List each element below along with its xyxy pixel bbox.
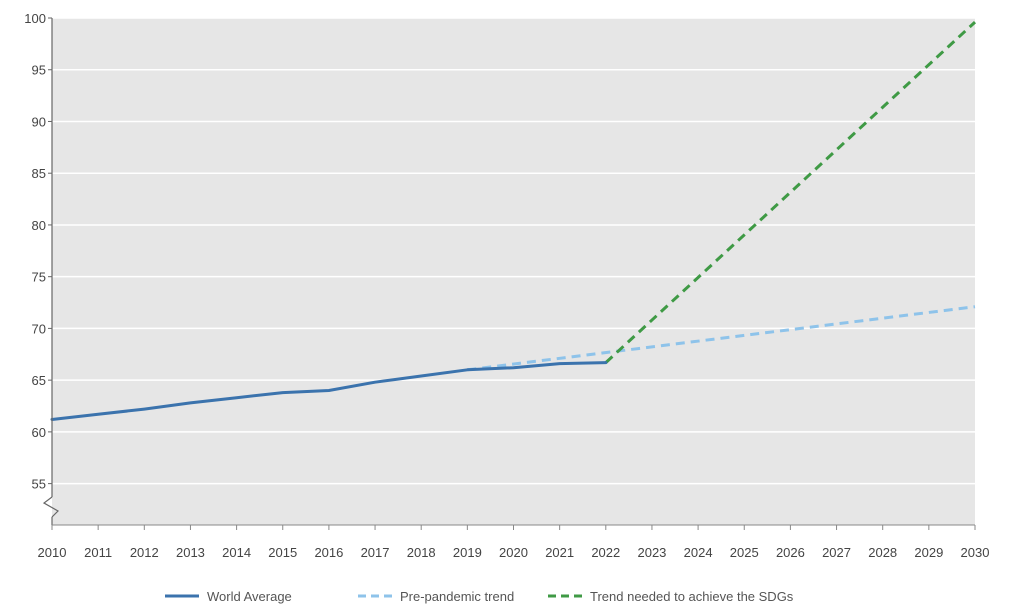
x-tick-labels: 2010 2011 2012 2013 2014 2015 2016 2017 2018 2019…: [38, 525, 990, 560]
y-tick-label: 55: [32, 477, 46, 492]
x-tick-label: 2015: [268, 545, 297, 560]
x-tick-label: 2030: [961, 545, 990, 560]
legend-label: World Average: [207, 589, 292, 604]
x-tick-label: 2013: [176, 545, 205, 560]
x-tick-label: 2016: [314, 545, 343, 560]
x-tick-label: 2010: [38, 545, 67, 560]
x-tick-label: 2028: [868, 545, 897, 560]
axis-break-icon: [42, 496, 59, 518]
y-tick-label: 85: [32, 166, 46, 181]
x-tick-label: 2023: [637, 545, 666, 560]
y-tick-label: 90: [32, 114, 46, 129]
y-tick-label: 95: [32, 63, 46, 78]
x-tick-label: 2014: [222, 545, 251, 560]
x-tick-label: 2026: [776, 545, 805, 560]
x-tick-label: 2029: [914, 545, 943, 560]
plot-background: [52, 18, 975, 525]
x-tick-label: 2025: [730, 545, 759, 560]
x-tick-label: 2012: [130, 545, 159, 560]
x-tick-label: 2019: [453, 545, 482, 560]
x-tick-label: 2020: [499, 545, 528, 560]
x-tick-label: 2022: [591, 545, 620, 560]
legend: World Average Pre-pandemic trend Trend nee…: [165, 589, 794, 604]
x-tick-label: 2011: [84, 545, 112, 560]
y-tick-label: 60: [32, 425, 46, 440]
legend-label: Pre-pandemic trend: [400, 589, 514, 604]
series-line-trend-needed-to-achieve-the-sdgs: [604, 20, 977, 364]
x-tick-label: 2021: [545, 545, 574, 560]
y-tick-label: 100: [24, 11, 46, 26]
y-tick-label: 65: [32, 373, 46, 388]
series-line-world-average: [50, 361, 608, 421]
x-tick-label: 2018: [407, 545, 436, 560]
legend-label: Trend needed to achieve the SDGs: [590, 589, 794, 604]
x-tick-label: 2017: [361, 545, 390, 560]
series-layer: [50, 20, 977, 421]
y-tick-label: 75: [32, 270, 46, 285]
x-tick-label: 2024: [684, 545, 713, 560]
y-tick-labels: 55 60 65 70 75 80 85 90 95 100: [24, 11, 52, 492]
x-tick-label: 2027: [822, 545, 851, 560]
series-line-pre-pandemic-trend: [467, 305, 976, 372]
y-tick-label: 70: [32, 321, 46, 336]
y-tick-label: 80: [32, 218, 46, 233]
grid-lines: [52, 17, 975, 485]
